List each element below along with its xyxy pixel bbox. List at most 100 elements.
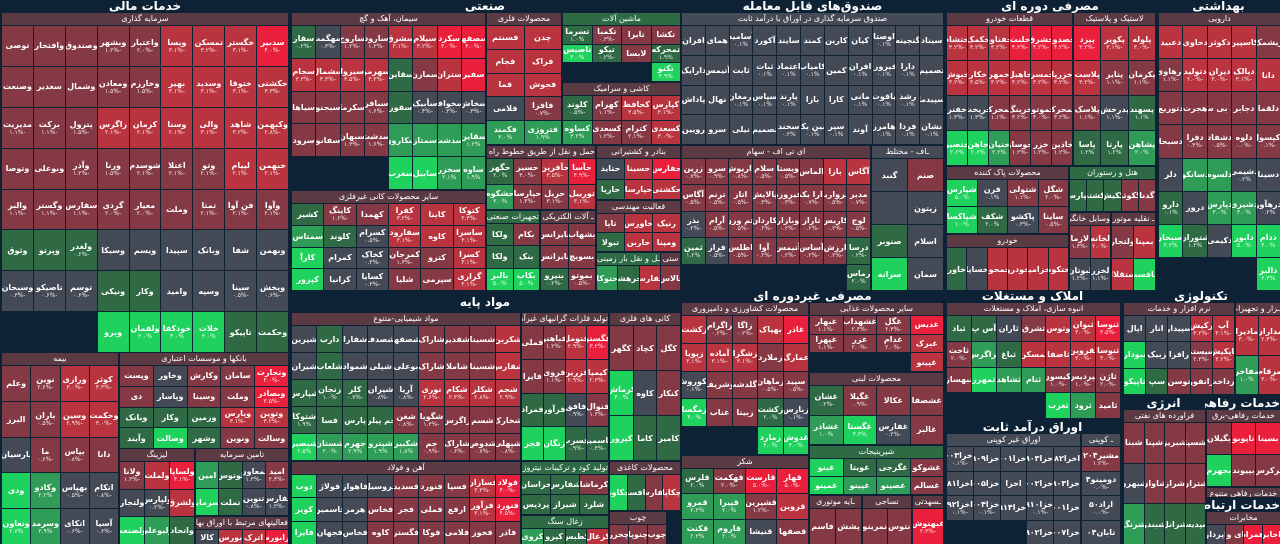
- stock-tile[interactable]: بی بی سی: [1207, 92, 1232, 125]
- stock-tile[interactable]: غپهرا -۱.۱%: [810, 334, 843, 353]
- stock-tile[interactable]: زنگان: [543, 427, 565, 460]
- stock-tile[interactable]: اخابر: [1262, 525, 1280, 544]
- stock-tile[interactable]: زاگا -۰.۲%: [732, 316, 758, 343]
- industry-title[interactable]: سیمان، آهک و گچ: [292, 13, 485, 25]
- stock-tile[interactable]: پتایر -۱.۱%: [1101, 61, 1128, 95]
- stock-tile[interactable]: خگستر -۳.۱%: [225, 26, 257, 66]
- stock-tile[interactable]: دعبید: [1159, 26, 1183, 59]
- stock-tile[interactable]: زگلدشت: [732, 371, 758, 399]
- stock-tile[interactable]: دی: [120, 386, 153, 407]
- stock-tile[interactable]: دارب: [317, 326, 342, 352]
- stock-tile[interactable]: فاهواز: [342, 475, 368, 498]
- stock-tile[interactable]: دشفاد -۰.۵%: [1207, 125, 1232, 158]
- stock-tile[interactable]: فرآور -۳.۱%: [470, 498, 495, 521]
- stock-tile[interactable]: دانا: [1256, 59, 1280, 92]
- stock-tile[interactable]: تاپکیش-۳.۲%: [1212, 342, 1234, 368]
- stock-tile[interactable]: استقلال: [1112, 258, 1133, 290]
- stock-tile[interactable]: کگهر: [610, 326, 633, 370]
- stock-tile[interactable]: وثوق: [2, 230, 33, 271]
- stock-tile[interactable]: مانی ۰.۱%: [848, 85, 872, 115]
- stock-tile[interactable]: خموتور-۳.۰%: [1031, 96, 1051, 130]
- stock-tile[interactable]: کابنا: [421, 204, 453, 225]
- stock-tile[interactable]: وتوس: [1046, 316, 1071, 341]
- stock-tile[interactable]: وکارش: [187, 366, 221, 386]
- stock-tile[interactable]: تصمیم: [753, 115, 777, 144]
- stock-tile[interactable]: وکادو ۲.۲%: [31, 473, 60, 509]
- industry-title[interactable]: محصولات لبنی: [810, 373, 943, 385]
- stock-tile[interactable]: وپاسار: [153, 386, 187, 407]
- stock-tile[interactable]: وتو -۲.۱%: [193, 148, 225, 189]
- stock-tile[interactable]: خبوش -۳.۲%: [947, 61, 967, 95]
- stock-tile[interactable]: فسرب-۰.۹%: [565, 427, 587, 460]
- stock-tile[interactable]: انار: [1146, 316, 1168, 342]
- stock-tile[interactable]: آساس -۰.۲%: [800, 238, 823, 264]
- stock-tile[interactable]: اترک: [242, 530, 265, 544]
- stock-tile[interactable]: پلاست -۳.۲%: [1074, 61, 1101, 95]
- stock-tile[interactable]: جم -۰.۹%: [419, 434, 444, 460]
- industry-title[interactable]: ـسهدتی: [913, 496, 943, 508]
- industry-title[interactable]: فعالیت مهندسی: [597, 201, 680, 213]
- stock-tile[interactable]: خاهن ۲.۶%: [968, 131, 988, 165]
- industry-title[interactable]: حمل و نقل از طریق خطوط راه آهن: [487, 146, 595, 158]
- stock-tile[interactable]: سفارود -۳.۱%: [389, 225, 421, 247]
- stock-tile[interactable]: فزرین-۲.۹%: [565, 359, 587, 393]
- stock-tile[interactable]: زیتون: [908, 192, 943, 224]
- stock-tile[interactable]: زبیک: [1146, 342, 1168, 368]
- stock-tile[interactable]: قلرس ۲.۰%: [682, 469, 713, 494]
- stock-tile[interactable]: وسیکا: [97, 230, 129, 271]
- stock-tile[interactable]: دالبر ۲.۳%: [1256, 257, 1280, 290]
- stock-tile[interactable]: شتوکا ۱.۹%: [292, 407, 317, 433]
- stock-tile[interactable]: فولاژ: [317, 475, 342, 498]
- stock-tile[interactable]: فیروزا۰.۱%: [872, 55, 896, 85]
- stock-tile[interactable]: خصدور-۴.۲%: [1052, 26, 1072, 60]
- stock-tile[interactable]: فایرا: [522, 359, 543, 393]
- stock-tile[interactable]: حکشتی: [653, 179, 680, 199]
- stock-tile[interactable]: کپارس -۳.۱%: [651, 96, 680, 120]
- stock-tile[interactable]: اخزا۹۲ -۰.۱%: [947, 496, 973, 520]
- stock-tile[interactable]: ثبات ۰.۱%: [753, 55, 777, 85]
- industry-title[interactable]: خدمات رفاهی متنوع: [1207, 488, 1280, 497]
- stock-tile[interactable]: حفارس: [639, 266, 660, 290]
- stock-tile[interactable]: والی -۳.۱%: [193, 107, 225, 148]
- stock-tile[interactable]: ورنا -۱.۵%: [97, 148, 129, 189]
- stock-tile[interactable]: چافست: [1134, 258, 1155, 290]
- stock-tile[interactable]: پارند ۰.۱%: [777, 85, 801, 115]
- stock-tile[interactable]: سمان: [908, 258, 943, 290]
- stock-tile[interactable]: وآوا -۲.۱%: [257, 189, 288, 230]
- stock-tile[interactable]: شپهلی -۰.۸%: [495, 434, 520, 460]
- stock-tile[interactable]: وتجارت -۴.۰%: [255, 366, 288, 386]
- stock-tile[interactable]: فیروزه-۰.۳%: [776, 185, 800, 211]
- stock-tile[interactable]: درهآور ۰.۲%: [1256, 191, 1280, 224]
- stock-tile[interactable]: بپیوند: [1231, 455, 1256, 486]
- stock-tile[interactable]: شپاکسا ۱.۰%: [947, 207, 977, 233]
- stock-tile[interactable]: فکمند ۳.۰%: [487, 121, 524, 144]
- stock-tile[interactable]: خلات ۳.۰%: [193, 312, 225, 352]
- stock-tile[interactable]: کسرام -۰.۵%: [356, 225, 388, 247]
- stock-tile[interactable]: دتولید -۲.۰%: [1183, 59, 1207, 92]
- stock-tile[interactable]: فملی: [419, 498, 444, 521]
- stock-tile[interactable]: نبودار: [1124, 342, 1146, 368]
- stock-tile[interactable]: کگل: [657, 326, 680, 370]
- industry-title[interactable]: کانی های فلزی: [610, 313, 680, 325]
- stock-tile[interactable]: خبهمن -۲.۱%: [257, 148, 288, 189]
- stock-tile[interactable]: وحکمت -۳.۰%: [89, 401, 118, 437]
- stock-tile[interactable]: اخزا۰۰۱: [1000, 447, 1027, 471]
- stock-tile[interactable]: فراک: [524, 49, 561, 73]
- stock-tile[interactable]: شسم: [470, 407, 495, 433]
- stock-tile[interactable]: رماس ۲.۰%: [847, 264, 870, 290]
- stock-tile[interactable]: شپارس ۵.۰%: [947, 180, 977, 206]
- stock-tile[interactable]: غشوکو: [910, 459, 943, 476]
- stock-tile[interactable]: شبهرن: [1124, 463, 1144, 504]
- stock-tile[interactable]: تایرا: [622, 26, 651, 44]
- stock-tile[interactable]: ولقمان ۳.۰%: [129, 312, 161, 352]
- stock-tile[interactable]: سرانه: [872, 258, 907, 290]
- stock-tile[interactable]: خوساز-۱.۲%: [1010, 131, 1030, 165]
- stock-tile[interactable]: غپینو: [843, 477, 876, 494]
- stock-tile[interactable]: شصدف: [368, 326, 393, 352]
- stock-tile[interactable]: گنجینه: [896, 26, 920, 55]
- stock-tile[interactable]: بازا: [801, 85, 824, 115]
- stock-tile[interactable]: آگاس: [847, 159, 870, 185]
- stock-tile[interactable]: شوسدم -۲.۱%: [129, 148, 161, 189]
- stock-tile[interactable]: رشد ۰.۱%: [896, 85, 920, 115]
- stock-tile[interactable]: کمین: [824, 55, 848, 85]
